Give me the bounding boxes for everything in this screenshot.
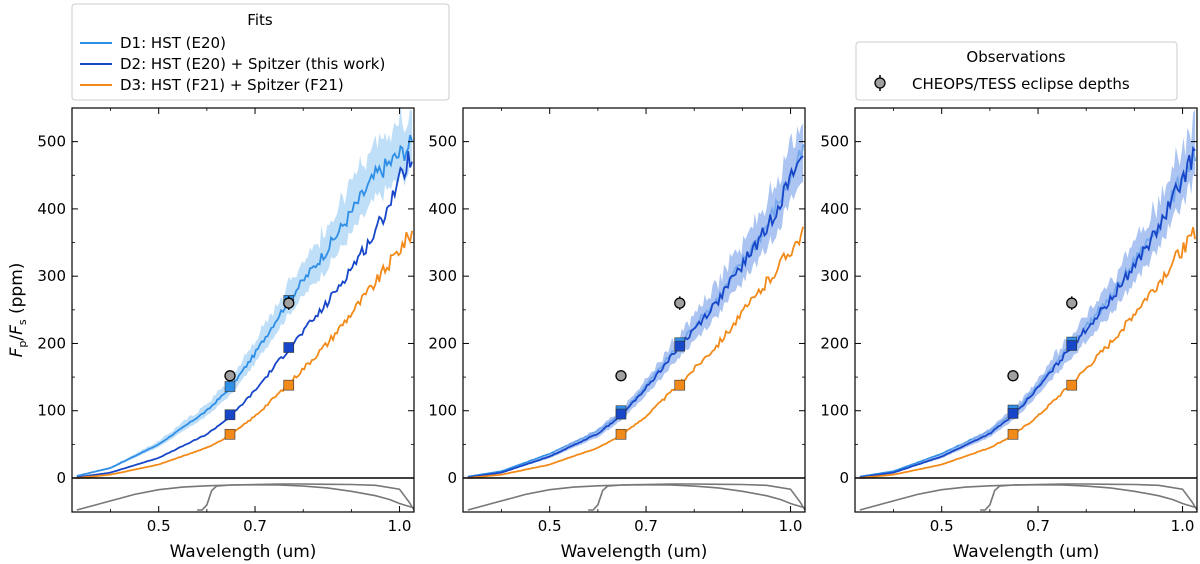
- legend-obs-label: CHEOPS/TESS eclipse depths: [912, 75, 1130, 93]
- plot-area: [76, 108, 414, 511]
- plot-area: [467, 123, 805, 511]
- ylabel-unit: (ppm): [7, 263, 27, 320]
- y-tick-label: 300: [820, 267, 849, 285]
- observation-point: [224, 370, 236, 382]
- model-point-d2: [224, 409, 236, 421]
- tess-response-curve: [197, 483, 414, 511]
- y-tick-label: 100: [428, 402, 457, 420]
- panel-3: 0 100 200 300 400 500 0.5 0.7 1.0 Wavelength (um): [820, 107, 1198, 562]
- model-point-d2: [283, 342, 295, 353]
- y-tick-label: 500: [428, 133, 457, 151]
- series-d1-band: [76, 108, 413, 477]
- x-tick-label: 0.7: [243, 517, 267, 535]
- plot-area: [859, 109, 1197, 511]
- series-d3-line: [467, 226, 804, 479]
- y-tick-label: 400: [37, 200, 66, 218]
- series-d2-band: [859, 109, 1196, 478]
- legend-d2-label: D2: HST (E20) + Spitzer (this work): [120, 55, 385, 73]
- observations-legend: Observations CHEOPS/TESS eclipse depths: [855, 41, 1178, 101]
- series-d1-line: [76, 134, 413, 477]
- x-tick-label: 1.0: [779, 517, 803, 535]
- series-d2-line: [467, 155, 804, 479]
- y-tick-label: 300: [37, 267, 66, 285]
- y-tick-label: 200: [820, 334, 849, 352]
- model-point-d3: [1007, 428, 1019, 440]
- observation-point: [1007, 370, 1019, 382]
- y-tick-label: 300: [428, 267, 457, 285]
- legend-obs-marker: [874, 77, 886, 89]
- series-d3-line: [859, 226, 1196, 479]
- y-tick-label: 100: [37, 402, 66, 420]
- x-tick-label: 1.0: [1171, 517, 1195, 535]
- model-point-d1: [224, 381, 236, 392]
- y-tick-label: 0: [56, 469, 66, 487]
- y-tick-label: 400: [428, 200, 457, 218]
- ylabel-f1: F: [7, 347, 27, 357]
- x-axis-label: Wavelength (um): [561, 542, 708, 562]
- x-tick-label: 0.5: [147, 517, 171, 535]
- y-tick-label: 500: [37, 133, 66, 151]
- y-axis-label: Fp/Fs (ppm): [7, 263, 29, 358]
- x-tick-label: 0.5: [930, 517, 954, 535]
- ylabel-f2: F: [7, 325, 27, 335]
- x-tick-label: 0.7: [1026, 517, 1050, 535]
- cheops-response-curve: [76, 483, 414, 511]
- panel-1: 0 100 200 300 400 500 0.5 0.7 1.0 Wavelength (um): [37, 107, 415, 562]
- ylabel-slash: /: [7, 335, 27, 341]
- y-tick-label: 400: [820, 200, 849, 218]
- y-tick-label: 0: [447, 469, 457, 487]
- fits-legend-title: Fits: [247, 11, 273, 29]
- tess-response-curve: [588, 483, 805, 511]
- fits-legend: Fits D1: HST (E20) D2: HST (E20) + Spitz…: [71, 3, 450, 101]
- legend-d3-label: D3: HST (F21) + Spitzer (F21): [120, 76, 344, 94]
- y-tick-label: 0: [839, 469, 849, 487]
- axes-frame: [462, 107, 806, 513]
- tess-response-curve: [980, 483, 1197, 511]
- y-tick-label: 200: [428, 334, 457, 352]
- legend-d1-label: D1: HST (E20): [120, 34, 226, 52]
- x-axis-label: Wavelength (um): [170, 542, 317, 562]
- observation-point: [615, 370, 627, 382]
- observation-point: [1066, 297, 1078, 309]
- y-tick-label: 200: [37, 334, 66, 352]
- observation-point: [674, 297, 686, 309]
- model-point-d2: [1066, 340, 1078, 351]
- series-d2-band: [467, 123, 804, 478]
- model-point-d2: [615, 408, 627, 420]
- x-tick-label: 0.7: [634, 517, 658, 535]
- series-d2-line: [859, 145, 1196, 479]
- axes-frame: [854, 107, 1198, 513]
- series-d1-line: [859, 149, 1196, 478]
- panel-2: 0 100 200 300 400 500 0.5 0.7 1.0 Wavelength (um): [428, 107, 806, 562]
- x-tick-label: 0.5: [538, 517, 562, 535]
- model-point-d3: [674, 379, 686, 391]
- cheops-response-curve: [467, 483, 805, 511]
- model-point-d2: [1007, 408, 1019, 419]
- series-d2-line: [76, 151, 413, 479]
- y-tick-label: 500: [820, 133, 849, 151]
- y-tick-label: 100: [820, 402, 849, 420]
- series-d3-line: [76, 230, 413, 479]
- model-point-d3: [615, 428, 627, 440]
- model-point-d3: [283, 379, 295, 391]
- cheops-response-curve: [859, 483, 1197, 511]
- ylabel-sub1: p: [16, 341, 29, 348]
- observation-point: [283, 297, 295, 309]
- series-d1-line: [467, 144, 804, 478]
- model-point-d2: [674, 340, 686, 352]
- x-axis-label: Wavelength (um): [953, 542, 1100, 562]
- observations-legend-title: Observations: [966, 48, 1065, 66]
- model-point-d3: [1066, 379, 1078, 391]
- model-point-d3: [224, 428, 236, 440]
- x-tick-label: 1.0: [388, 517, 412, 535]
- ylabel-sub2: s: [16, 319, 29, 325]
